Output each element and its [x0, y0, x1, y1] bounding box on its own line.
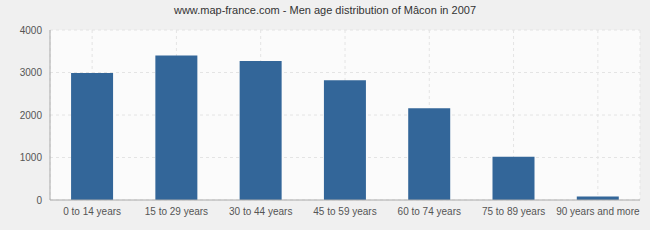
- svg-text:75 to 89 years: 75 to 89 years: [482, 206, 545, 217]
- svg-text:90 years and more: 90 years and more: [556, 206, 640, 217]
- svg-text:0: 0: [36, 195, 42, 206]
- svg-text:30 to 44 years: 30 to 44 years: [229, 206, 292, 217]
- svg-text:3000: 3000: [20, 67, 43, 78]
- svg-text:15 to 29 years: 15 to 29 years: [145, 206, 208, 217]
- svg-text:45 to 59 years: 45 to 59 years: [313, 206, 376, 217]
- svg-text:1000: 1000: [20, 152, 43, 163]
- svg-text:2000: 2000: [20, 110, 43, 121]
- svg-text:60 to 74 years: 60 to 74 years: [398, 206, 461, 217]
- svg-text:4000: 4000: [20, 25, 43, 36]
- html-text:www.map-france.com - Men age d: www.map-france.com - Men age distributio…: [174, 4, 476, 16]
- svg-text:0 to 14 years: 0 to 14 years: [63, 206, 121, 217]
